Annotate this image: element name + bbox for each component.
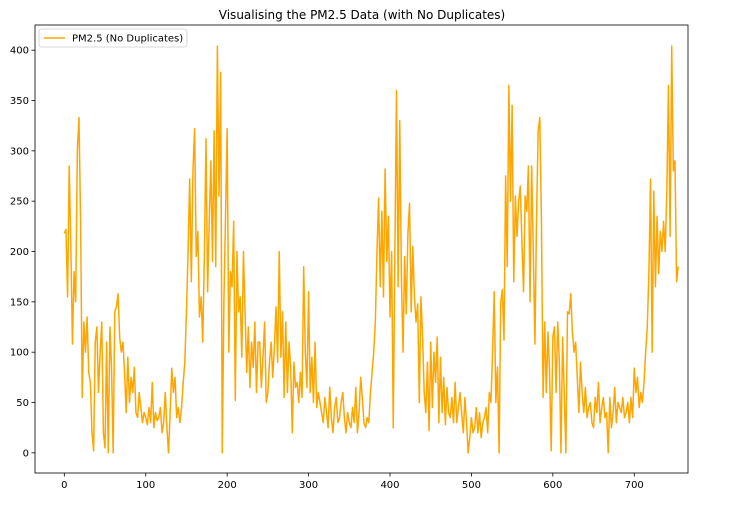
y-tick-label: 350: [10, 96, 29, 107]
y-tick-label: 100: [10, 348, 29, 359]
axes: 0 100 200 300 400 500 600 700 0 50 100 150 200 250 300…: [10, 24, 689, 491]
y-tick-label: 250: [10, 197, 29, 208]
legend: PM2.5 (No Duplicates): [38, 28, 188, 48]
axes-frame: [34, 24, 689, 474]
legend-box: [38, 28, 188, 48]
y-tick-label: 50: [16, 398, 29, 409]
x-tick-label: 400: [380, 480, 399, 491]
x-tick-label: 200: [218, 480, 237, 491]
x-tick-label: 700: [625, 480, 644, 491]
chart-title: Visualising the PM2.5 Data (with No Dupl…: [219, 8, 505, 22]
y-tick-label: 150: [10, 297, 29, 308]
y-tick-label: 0: [23, 448, 29, 459]
x-tick-label: 100: [136, 480, 155, 491]
x-tick-label: 500: [462, 480, 481, 491]
x-tick-label: 300: [299, 480, 318, 491]
x-tick-label: 600: [543, 480, 562, 491]
y-tick-label: 200: [10, 247, 29, 258]
plot-area: [63, 45, 679, 454]
x-tick-label: 0: [61, 480, 67, 491]
y-tick-label: 400: [10, 46, 29, 57]
y-tick-label: 300: [10, 146, 29, 157]
legend-label: PM2.5 (No Duplicates): [72, 34, 183, 45]
series-line-0: [63, 45, 679, 454]
